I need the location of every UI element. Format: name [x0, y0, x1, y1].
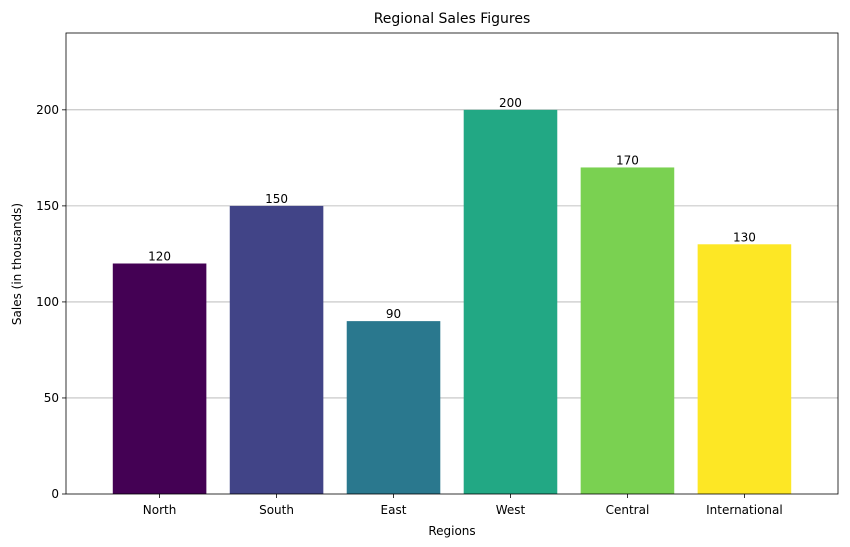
plot-frame: [65, 32, 839, 495]
y-axis-ticks: 0 50 100 150 200: [36, 103, 66, 501]
data-label: 130: [733, 230, 756, 244]
bar-central: [580, 167, 675, 495]
x-tick-label: International: [706, 503, 783, 517]
data-labels: 120 150 90 200 170 130: [148, 96, 756, 321]
chart-title: Regional Sales Figures: [374, 11, 531, 27]
y-tick-label: 200: [36, 103, 59, 117]
y-tick-label: 0: [51, 487, 59, 501]
bar-west: [463, 109, 558, 494]
y-tick-label: 150: [36, 199, 59, 213]
bar-south: [229, 205, 324, 494]
bar-north: [112, 263, 207, 494]
data-label: 150: [265, 192, 288, 206]
data-label: 200: [499, 96, 522, 110]
y-tick-label: 100: [36, 295, 59, 309]
x-tick-label: East: [381, 503, 407, 517]
x-tick-label: West: [496, 503, 526, 517]
data-label: 120: [148, 250, 171, 264]
data-label: 170: [616, 153, 639, 167]
x-tick-label: South: [259, 503, 294, 517]
data-label: 90: [386, 307, 401, 321]
x-axis-label: Regions: [428, 524, 475, 538]
x-tick-label: North: [143, 503, 177, 517]
bar-east: [346, 321, 441, 494]
bars: [112, 109, 792, 495]
x-axis-ticks: North South East West Central International: [143, 494, 783, 517]
x-tick-label: Central: [606, 503, 650, 517]
y-axis-label: Sales (in thousands): [10, 203, 24, 325]
bar-international: [697, 244, 792, 494]
y-tick-label: 50: [44, 391, 59, 405]
